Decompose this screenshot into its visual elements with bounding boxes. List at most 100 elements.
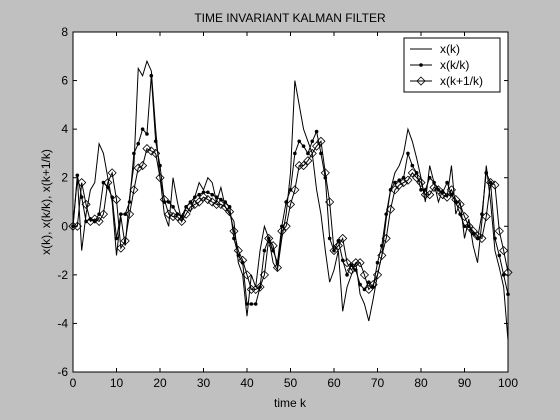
data-point-diamond <box>207 197 217 207</box>
data-point-dot <box>284 200 288 204</box>
data-point-diamond <box>459 212 470 222</box>
data-point-diamond <box>177 216 187 226</box>
data-point-dot <box>188 200 193 204</box>
data-point-dot <box>206 190 210 195</box>
data-point-diamond <box>251 284 261 294</box>
data-point-dot <box>158 163 162 168</box>
data-point-dot <box>493 236 497 241</box>
data-point-diamond <box>472 231 483 241</box>
data-point-dot <box>140 127 145 131</box>
data-point-diamond <box>468 226 478 236</box>
data-point-diamond <box>159 195 169 205</box>
data-point-dot <box>149 73 154 78</box>
data-point-dot <box>171 205 175 209</box>
data-point-diamond <box>233 246 243 256</box>
data-point-dot <box>432 180 436 185</box>
data-point-diamond <box>416 178 426 188</box>
legend-marker-dot <box>419 63 423 67</box>
data-point-diamond <box>94 216 104 226</box>
data-point-diamond <box>172 212 182 222</box>
legend-label: x(k+1/k) <box>440 74 483 88</box>
data-point-diamond <box>290 185 300 195</box>
data-point-diamond <box>203 195 213 205</box>
data-point-dot <box>132 151 136 156</box>
data-point-dot <box>484 171 489 175</box>
data-point-diamond <box>138 161 148 171</box>
data-point-dot <box>314 129 319 134</box>
data-point-dot <box>166 200 171 204</box>
data-point-diamond <box>133 163 143 173</box>
data-point-diamond <box>142 144 152 154</box>
data-point-diamond <box>168 212 178 222</box>
data-point-diamond <box>342 258 352 268</box>
data-point-dot <box>249 302 254 306</box>
data-point-diamond <box>255 282 265 292</box>
data-point-diamond <box>429 182 439 192</box>
data-point-diamond <box>481 212 491 222</box>
data-point-diamond <box>294 161 304 171</box>
data-point-diamond <box>364 284 374 294</box>
y-tick-label: -2 <box>57 268 68 282</box>
data-point-dot <box>110 195 114 199</box>
axis-ticks: 0 10 20 30 40 50 60 70 80 90 100 -6 -4 -2 0 2 4 6 8 <box>57 25 518 390</box>
data-point-diamond <box>355 258 365 268</box>
data-point-diamond <box>120 236 130 246</box>
legend-entry: x(k) <box>410 42 460 56</box>
data-point-diamond <box>72 221 82 231</box>
data-point-diamond <box>438 190 448 200</box>
data-point-dot <box>219 197 223 202</box>
x-tick-label: 40 <box>240 376 254 390</box>
data-point-dot <box>367 280 371 284</box>
data-point-diamond <box>312 141 322 151</box>
data-point-dot <box>458 212 462 216</box>
data-point-dot <box>349 263 354 267</box>
data-point-dot <box>419 188 423 192</box>
data-point-diamond <box>164 209 174 219</box>
data-point-diamond <box>298 161 309 171</box>
x-tick-label: 90 <box>458 376 472 390</box>
y-tick-label: 6 <box>61 74 68 88</box>
data-point-diamond <box>494 226 504 236</box>
data-point-dot <box>210 192 214 197</box>
data-point-dot <box>358 282 362 287</box>
data-point-diamond <box>77 178 87 188</box>
y-tick-label: -4 <box>57 316 68 330</box>
data-point-diamond <box>277 226 287 236</box>
data-point-dot <box>153 139 158 144</box>
data-point-dot <box>136 141 141 146</box>
data-point-diamond <box>155 173 165 183</box>
data-point-dot <box>145 132 149 136</box>
data-point-diamond <box>381 233 391 243</box>
data-point-diamond <box>303 156 313 166</box>
y-tick-label: 0 <box>61 219 68 233</box>
data-point-dot <box>232 236 236 241</box>
data-point-diamond <box>333 241 343 251</box>
data-point-dot <box>397 178 402 182</box>
y-tick-label: 4 <box>61 122 68 136</box>
data-point-diamond <box>68 221 78 231</box>
data-point-dot <box>506 292 510 297</box>
legend-label: x(k) <box>440 42 460 56</box>
data-point-diamond <box>446 185 457 195</box>
data-point-diamond <box>229 226 239 236</box>
data-point-diamond <box>238 255 248 265</box>
data-point-dot <box>406 151 410 156</box>
data-point-diamond <box>211 199 222 209</box>
y-tick-label: 2 <box>61 171 68 185</box>
data-point-diamond <box>198 192 209 202</box>
data-point-diamond <box>111 195 122 205</box>
data-point-diamond <box>368 280 378 290</box>
data-point-diamond <box>486 178 496 188</box>
chart-title: TIME INVARIANT KALMAN FILTER <box>194 11 386 25</box>
data-point-dot <box>310 139 315 144</box>
data-point-diamond <box>264 233 274 243</box>
data-point-diamond <box>390 185 400 195</box>
data-point-diamond <box>425 190 435 200</box>
data-point-diamond <box>451 195 461 205</box>
data-point-dot <box>253 302 258 306</box>
x-tick-label: 100 <box>498 376 518 390</box>
data-point-dot <box>384 212 389 216</box>
data-point-diamond <box>98 209 109 219</box>
legend: x(k) x(k/k) x(k+1/k) <box>403 37 501 93</box>
data-point-dot <box>75 173 80 178</box>
